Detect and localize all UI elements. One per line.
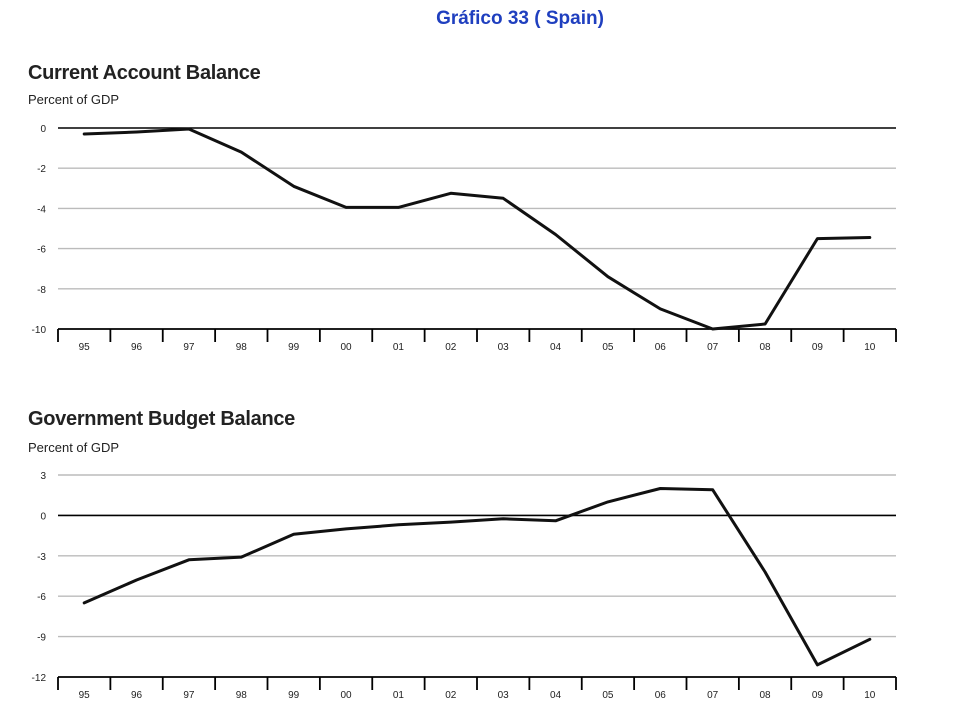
chart-title-current-account: Current Account Balance bbox=[28, 62, 261, 84]
x-tick-label: 05 bbox=[602, 342, 614, 353]
y-tick-label: 0 bbox=[40, 511, 46, 522]
y-tick-label: 3 bbox=[40, 471, 46, 482]
data-point bbox=[869, 638, 871, 641]
data-point bbox=[135, 131, 138, 133]
x-tick-label: 98 bbox=[236, 342, 248, 353]
x-tick-label: 10 bbox=[864, 342, 876, 353]
x-tick-label: 03 bbox=[498, 690, 510, 701]
x-tick-label: 01 bbox=[393, 342, 405, 353]
x-tick-label: 03 bbox=[498, 342, 510, 353]
data-point bbox=[659, 487, 662, 490]
data-point bbox=[607, 275, 609, 278]
x-tick-label: 09 bbox=[812, 690, 824, 701]
y-tick-label: 0 bbox=[40, 124, 46, 135]
x-tick-label: 05 bbox=[602, 690, 614, 701]
x-tick-label: 08 bbox=[760, 690, 772, 701]
x-tick-label: 04 bbox=[550, 342, 562, 353]
x-tick-label: 98 bbox=[236, 690, 248, 701]
series-line bbox=[82, 127, 872, 331]
data-point bbox=[659, 308, 662, 310]
y-tick-label: -12 bbox=[32, 673, 47, 684]
x-tick-label: 97 bbox=[183, 690, 195, 701]
x-tick-label: 07 bbox=[707, 342, 719, 353]
data-point bbox=[83, 133, 85, 135]
data-point bbox=[83, 602, 85, 604]
data-point bbox=[502, 197, 504, 200]
y-tick-label: -3 bbox=[37, 552, 46, 563]
x-tick-label: 02 bbox=[445, 690, 457, 701]
data-point bbox=[188, 128, 190, 130]
data-point bbox=[292, 185, 295, 188]
data-point bbox=[869, 236, 871, 239]
y-tick-label: -6 bbox=[37, 245, 46, 256]
data-point bbox=[397, 524, 400, 526]
chart-subtitle-budget: Percent of GDP bbox=[28, 440, 120, 455]
chart-title-budget: Government Budget Balance bbox=[28, 408, 296, 430]
data-point bbox=[764, 323, 766, 325]
data-point bbox=[711, 489, 714, 491]
data-point bbox=[292, 533, 295, 536]
data-point bbox=[345, 528, 347, 530]
data-point bbox=[240, 151, 243, 153]
y-tick-label: -9 bbox=[37, 633, 46, 644]
y-tick-label: -2 bbox=[37, 164, 46, 175]
data-point bbox=[502, 517, 504, 520]
data-point bbox=[450, 192, 452, 195]
x-tick-label: 06 bbox=[655, 690, 667, 701]
x-tick-label: 04 bbox=[550, 690, 562, 701]
data-point bbox=[764, 571, 766, 573]
x-tick-label: 09 bbox=[812, 342, 824, 353]
chart-subtitle-current-account: Percent of GDP bbox=[28, 92, 120, 107]
data-point bbox=[711, 328, 714, 330]
x-tick-label: 08 bbox=[760, 342, 772, 353]
data-point bbox=[345, 206, 347, 209]
x-tick-label: 07 bbox=[707, 690, 719, 701]
page-title: Gráfico 33 ( Spain) bbox=[436, 8, 604, 29]
x-tick-label: 95 bbox=[79, 690, 91, 701]
series-line bbox=[82, 487, 872, 667]
y-tick-label: -4 bbox=[37, 204, 46, 215]
y-tick-label: -10 bbox=[32, 325, 47, 336]
x-tick-label: 06 bbox=[655, 342, 667, 353]
x-tick-label: 01 bbox=[393, 690, 405, 701]
data-point bbox=[816, 664, 819, 666]
x-tick-label: 10 bbox=[864, 690, 876, 701]
data-point bbox=[554, 519, 557, 522]
data-point bbox=[607, 501, 609, 503]
data-point bbox=[188, 559, 190, 561]
data-point bbox=[240, 556, 243, 558]
x-tick-label: 96 bbox=[131, 690, 143, 701]
x-tick-label: 95 bbox=[79, 342, 91, 353]
y-tick-label: -8 bbox=[37, 285, 46, 296]
x-tick-label: 99 bbox=[288, 342, 300, 353]
x-tick-label: 99 bbox=[288, 690, 300, 701]
current-account-chart: 0 -2 -4 -6 -8 -10 95 96 97 98 99 00 01 02 03 04 05 06 07 08… bbox=[32, 124, 897, 353]
data-point bbox=[816, 237, 819, 240]
x-tick-label: 96 bbox=[131, 342, 143, 353]
data-point bbox=[554, 233, 557, 236]
data-point bbox=[135, 579, 138, 581]
y-tick-label: -6 bbox=[37, 592, 46, 603]
x-tick-label: 02 bbox=[445, 342, 457, 353]
x-tick-label: 00 bbox=[341, 342, 353, 353]
data-point bbox=[397, 206, 400, 209]
data-point bbox=[450, 521, 452, 523]
x-tick-label: 97 bbox=[183, 342, 195, 353]
x-tick-label: 00 bbox=[341, 690, 353, 701]
